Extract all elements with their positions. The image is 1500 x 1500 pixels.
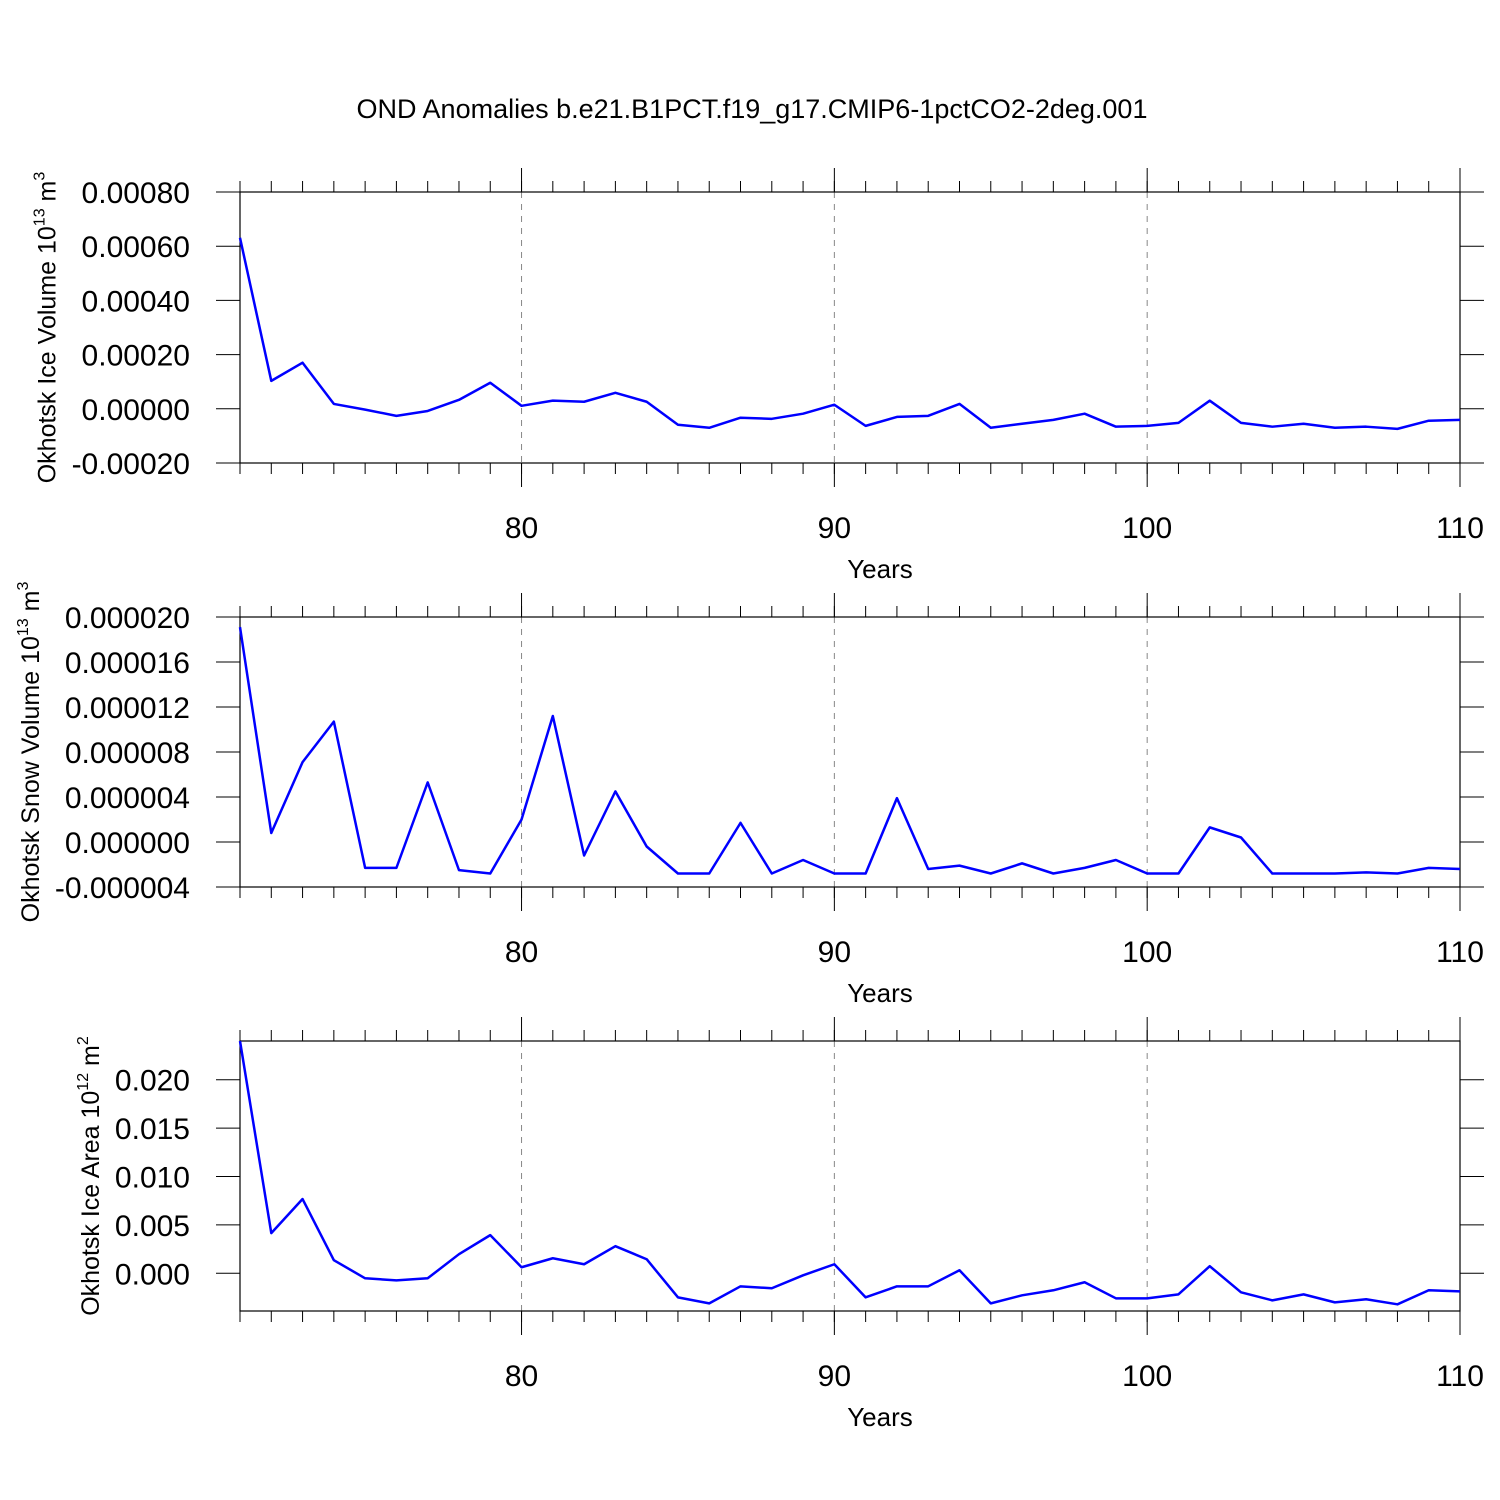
y-tick-label: 0.00060: [82, 231, 190, 264]
x-tick-label: 90: [818, 1360, 851, 1393]
y-tick-label: 0.010: [115, 1161, 190, 1194]
y-axis-label-text: m: [77, 1045, 105, 1073]
x-axis-label: Years: [847, 978, 913, 1008]
y-axis-label-exponent: 3: [32, 172, 49, 181]
y-tick-label: 0.015: [115, 1113, 190, 1146]
x-tick-label: 110: [1436, 936, 1484, 969]
x-tick-label: 80: [505, 936, 538, 969]
y-tick-label: 0.00000: [82, 394, 190, 427]
y-tick-label: 0.000: [115, 1258, 190, 1291]
plot-frame: [239, 191, 1461, 464]
data-line: [238, 237, 1461, 431]
y-tick-label: 0.000012: [65, 692, 190, 725]
x-axis-label: Years: [847, 554, 913, 584]
y-axis-label-exponent: 3: [15, 582, 32, 591]
figure-title: OND Anomalies b.e21.B1PCT.f19_g17.CMIP6-…: [357, 94, 1148, 124]
y-axis-label: Okhotsk Ice Volume 1013 m3: [32, 172, 62, 484]
y-axis-label: Okhotsk Snow Volume 1013 m3: [15, 582, 45, 923]
y-tick-label: 0.00040: [82, 285, 190, 318]
x-tick-label: 100: [1122, 1360, 1172, 1393]
data-line: [238, 1040, 1461, 1306]
y-axis-label-text: m: [17, 591, 45, 619]
x-tick-label: 80: [505, 1360, 538, 1393]
y-axis-label: Okhotsk Ice Area 1012 m2: [75, 1036, 105, 1316]
x-tick-label: 90: [818, 512, 851, 545]
y-tick-label: -0.00020: [72, 448, 190, 481]
y-tick-label: 0.005: [115, 1210, 190, 1243]
y-axis-label-exponent: 13: [15, 618, 32, 636]
y-tick-label: 0.000020: [65, 602, 190, 635]
x-tick-label: 80: [505, 512, 538, 545]
y-axis-label-text: Okhotsk Snow Volume 10: [17, 636, 45, 922]
y-axis-label-exponent: 2: [75, 1036, 92, 1045]
y-tick-label: -0.000004: [55, 872, 190, 905]
x-tick-label: 90: [818, 936, 851, 969]
y-axis-label-text: Okhotsk Ice Volume 10: [34, 226, 62, 483]
x-tick-label: 110: [1436, 1360, 1484, 1393]
y-tick-label: 0.020: [115, 1065, 190, 1098]
y-tick-label: 0.00020: [82, 340, 190, 373]
y-axis-label-text: Okhotsk Ice Area 10: [77, 1091, 105, 1316]
data-line: [238, 626, 1461, 875]
y-tick-label: 0.000000: [65, 827, 190, 860]
x-tick-label: 110: [1436, 512, 1484, 545]
y-axis-label-exponent: 12: [75, 1073, 92, 1091]
y-tick-label: 0.000004: [65, 782, 190, 815]
y-tick-label: 0.000008: [65, 737, 190, 770]
y-tick-label: 0.00080: [82, 177, 190, 210]
y-axis-label-exponent: 13: [32, 208, 49, 226]
x-tick-label: 100: [1122, 512, 1172, 545]
x-axis-label: Years: [847, 1402, 913, 1432]
x-tick-label: 100: [1122, 936, 1172, 969]
y-axis-label-text: m: [34, 181, 62, 209]
y-tick-label: 0.000016: [65, 647, 190, 680]
